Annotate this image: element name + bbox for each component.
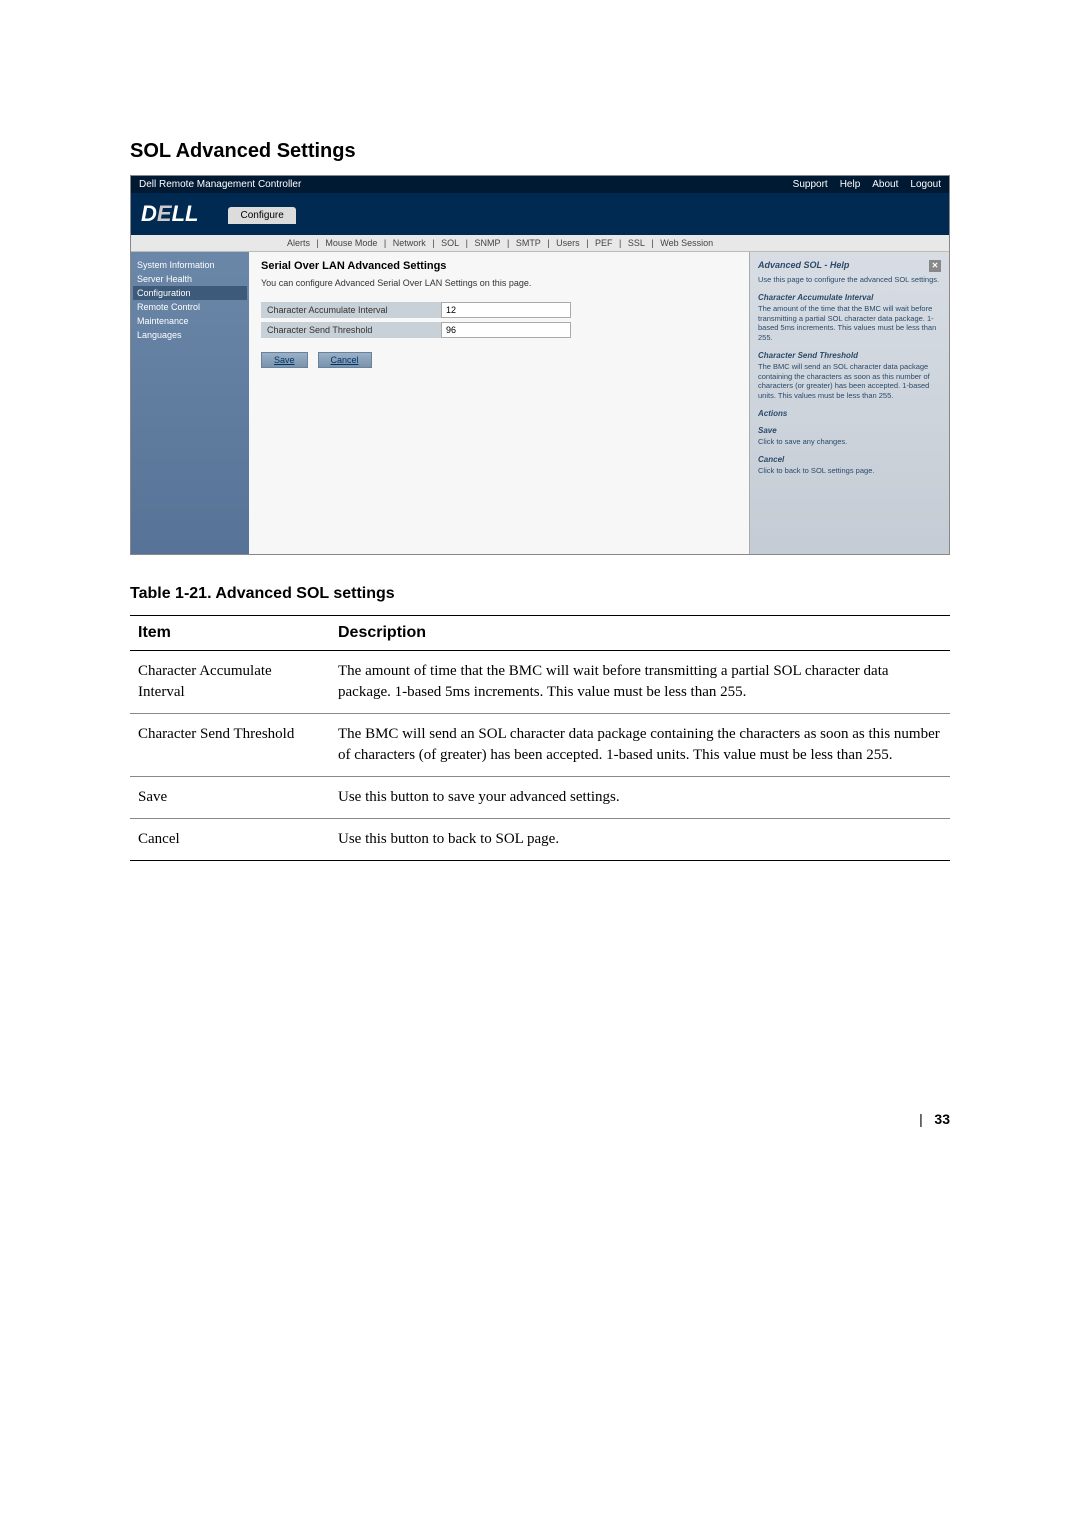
help-panel: Advanced SOL - Help ✕ Use this page to c… <box>749 252 949 555</box>
help-intro: Use this page to configure the advanced … <box>758 275 941 285</box>
cell-description: The amount of time that the BMC will wai… <box>330 651 950 714</box>
help-sec-text-1: The BMC will send an SOL character data … <box>758 362 941 401</box>
tab-configure[interactable]: Configure <box>228 207 295 224</box>
table-row: Save Use this button to save your advanc… <box>130 777 950 819</box>
sidebar-item-lang[interactable]: Languages <box>137 328 243 342</box>
cell-item: Save <box>130 777 330 819</box>
subtab-pef[interactable]: PEF <box>591 238 617 248</box>
cell-item: Character Send Threshold <box>130 714 330 777</box>
screenshot-container: Dell Remote Management Controller Suppor… <box>130 175 950 555</box>
table-row: Cancel Use this button to back to SOL pa… <box>130 819 950 861</box>
subtab-websession[interactable]: Web Session <box>656 238 717 248</box>
panel-description: You can configure Advanced Serial Over L… <box>261 278 737 288</box>
page-footer: | 33 <box>130 1111 950 1127</box>
subtab-bar: Alerts | Mouse Mode | Network | SOL | SN… <box>131 235 949 252</box>
help-sec-text-3: Click to save any changes. <box>758 437 941 447</box>
titlebar-links: Support Help About Logout <box>793 179 941 190</box>
cell-description: The BMC will send an SOL character data … <box>330 714 950 777</box>
subtab-ssl[interactable]: SSL <box>624 238 649 248</box>
cell-description: Use this button to save your advanced se… <box>330 777 950 819</box>
label-threshold: Character Send Threshold <box>261 322 441 338</box>
help-sec-title-4: Cancel <box>758 455 941 464</box>
help-sec-title-2: Actions <box>758 409 941 418</box>
cancel-button[interactable]: Cancel <box>318 352 372 368</box>
app-titlebar: Dell Remote Management Controller Suppor… <box>131 176 949 193</box>
sidebar-item-maint[interactable]: Maintenance <box>137 314 243 328</box>
subtab-smtp[interactable]: SMTP <box>512 238 545 248</box>
page-number: 33 <box>934 1111 950 1127</box>
cell-item: Cancel <box>130 819 330 861</box>
sidebar-item-health[interactable]: Server Health <box>137 272 243 286</box>
subtab-network[interactable]: Network <box>389 238 430 248</box>
subtab-alerts[interactable]: Alerts <box>283 238 314 248</box>
app-body: System Information Server Health Configu… <box>131 252 949 555</box>
cell-item: Character Accumulate Interval <box>130 651 330 714</box>
subtab-users[interactable]: Users <box>552 238 584 248</box>
titlebar-link-about[interactable]: About <box>872 179 898 190</box>
help-sec-text-4: Click to back to SOL settings page. <box>758 466 941 476</box>
table-row: Character Send Threshold The BMC will se… <box>130 714 950 777</box>
button-row: Save Cancel <box>261 352 737 368</box>
settings-table: Item Description Character Accumulate In… <box>130 615 950 861</box>
sidebar-item-sysinfo[interactable]: System Information <box>137 258 243 272</box>
section-heading: SOL Advanced Settings <box>130 140 950 163</box>
cell-description: Use this button to back to SOL page. <box>330 819 950 861</box>
sidebar: System Information Server Health Configu… <box>131 252 249 555</box>
subtab-sol[interactable]: SOL <box>437 238 463 248</box>
th-description: Description <box>330 616 950 651</box>
form-row-threshold: Character Send Threshold <box>261 322 737 338</box>
sidebar-item-remote[interactable]: Remote Control <box>137 300 243 314</box>
help-title: Advanced SOL - Help ✕ <box>758 260 941 272</box>
form-row-interval: Character Accumulate Interval <box>261 302 737 318</box>
input-interval[interactable] <box>441 302 571 318</box>
subtab-mouse[interactable]: Mouse Mode <box>321 238 381 248</box>
help-sec-title-1: Character Send Threshold <box>758 351 941 360</box>
main-panel: Serial Over LAN Advanced Settings You ca… <box>249 252 749 555</box>
save-button[interactable]: Save <box>261 352 308 368</box>
sidebar-item-config[interactable]: Configuration <box>133 286 247 300</box>
close-icon[interactable]: ✕ <box>929 260 941 272</box>
titlebar-link-help[interactable]: Help <box>840 179 861 190</box>
subtab-snmp[interactable]: SNMP <box>470 238 504 248</box>
tab-row: Configure <box>228 205 295 224</box>
titlebar-link-logout[interactable]: Logout <box>910 179 941 190</box>
help-title-text: Advanced SOL - Help <box>758 260 849 272</box>
help-sec-title-3: Save <box>758 426 941 435</box>
panel-title: Serial Over LAN Advanced Settings <box>261 260 737 272</box>
app-header: DELL Configure <box>131 193 949 235</box>
help-sec-title-0: Character Accumulate Interval <box>758 293 941 302</box>
label-interval: Character Accumulate Interval <box>261 302 441 318</box>
table-caption: Table 1-21. Advanced SOL settings <box>130 585 950 603</box>
th-item: Item <box>130 616 330 651</box>
input-threshold[interactable] <box>441 322 571 338</box>
titlebar-link-support[interactable]: Support <box>793 179 828 190</box>
titlebar-title: Dell Remote Management Controller <box>139 179 301 190</box>
table-row: Character Accumulate Interval The amount… <box>130 651 950 714</box>
help-sec-text-0: The amount of the time that the BMC will… <box>758 304 941 343</box>
logo: DELL <box>141 201 198 227</box>
